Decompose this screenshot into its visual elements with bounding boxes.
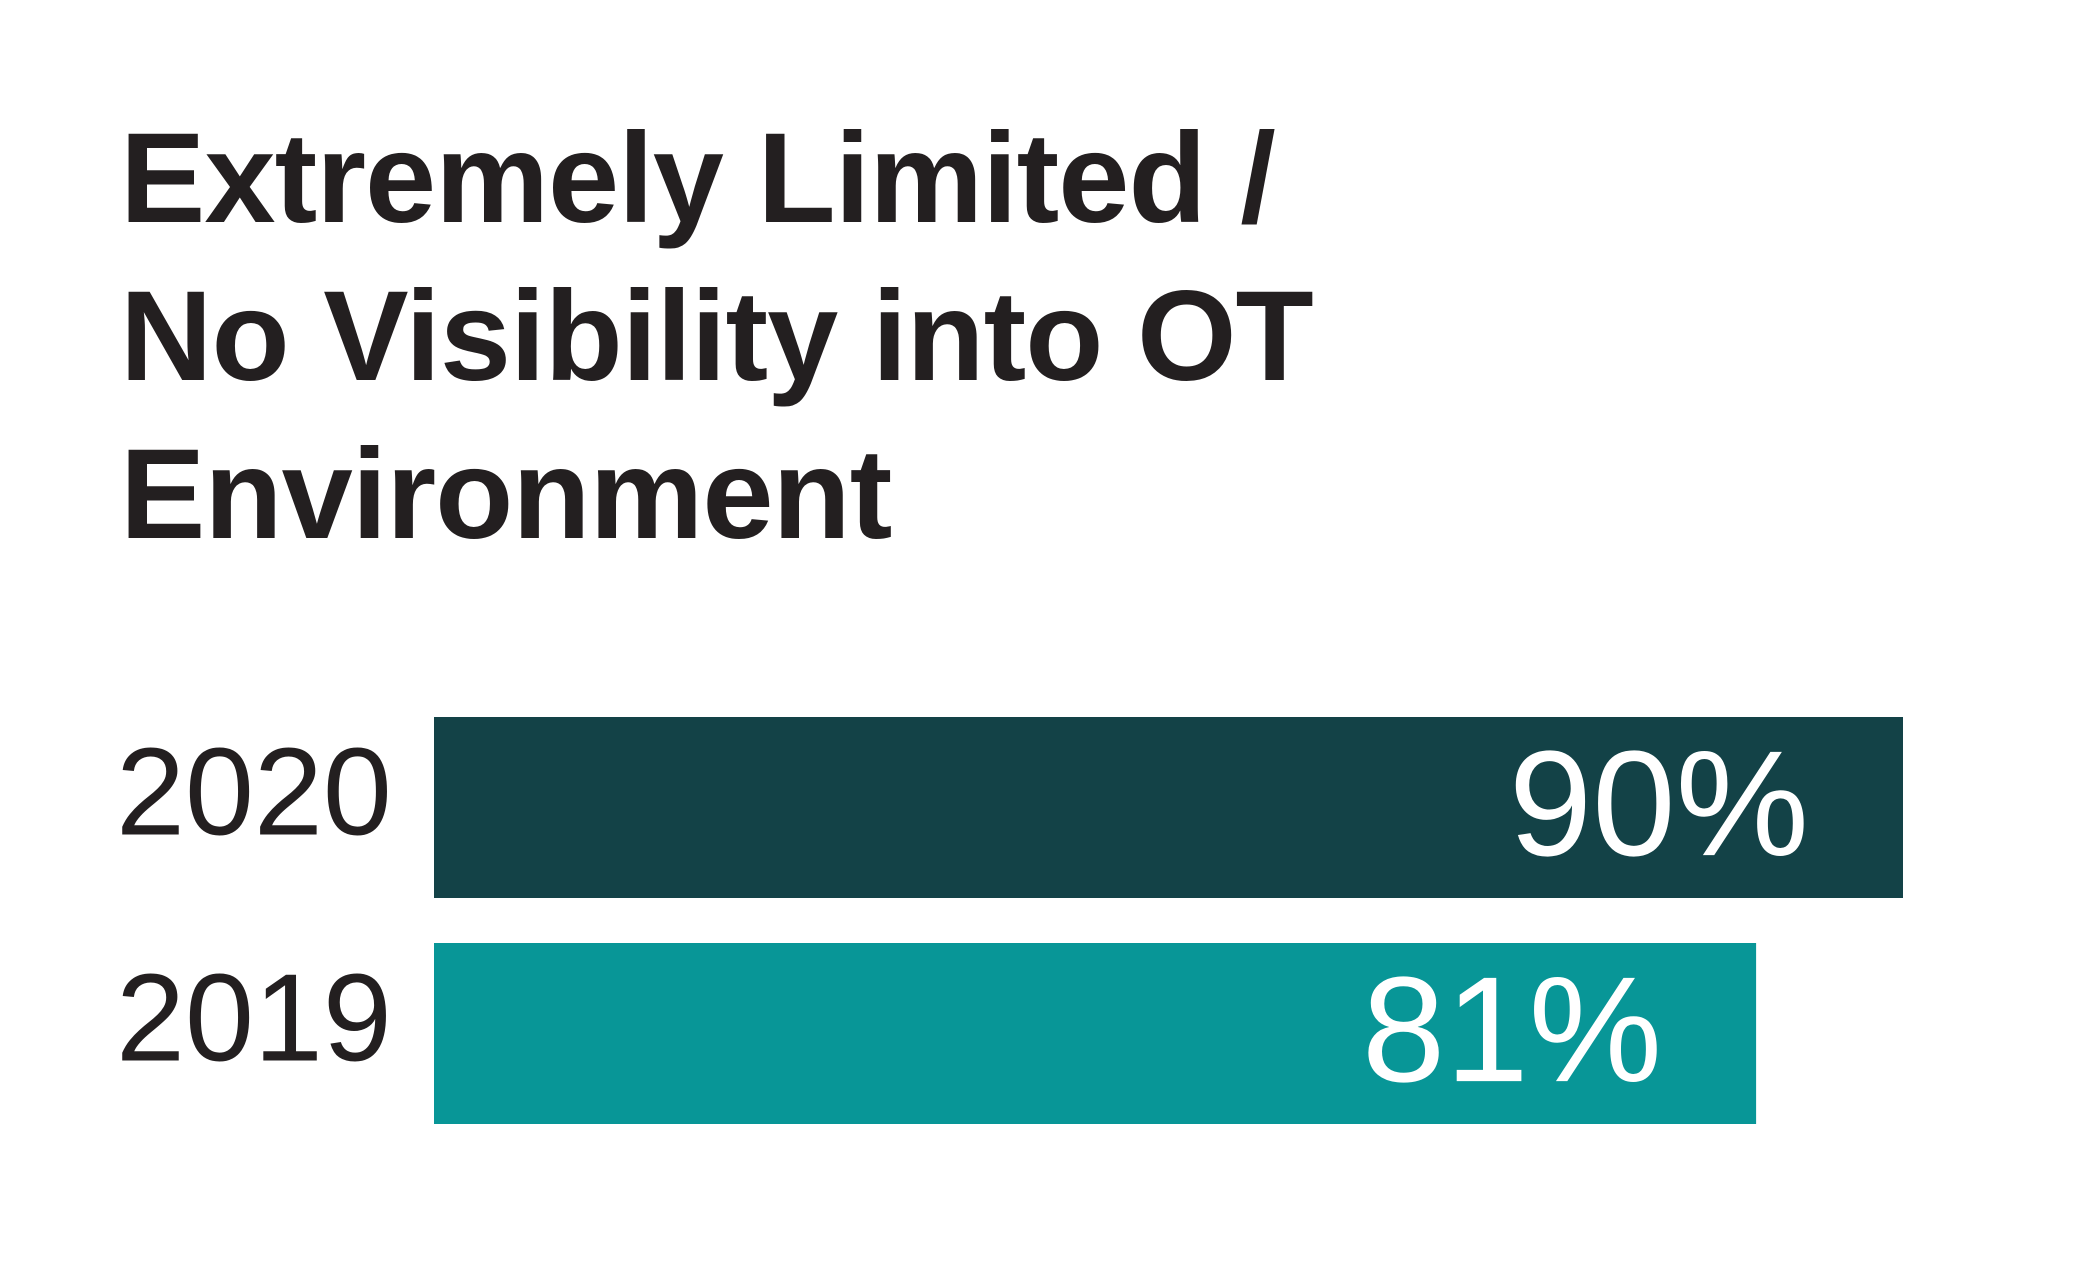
value-label: 81% [1362, 945, 1662, 1113]
bar [434, 943, 1757, 1124]
y-tick-label: 2019 [116, 949, 392, 1087]
chart-title: Extremely Limited / No Visibility into O… [120, 107, 1314, 566]
value-label: 90% [1509, 719, 1809, 887]
y-tick-label: 2020 [116, 723, 392, 861]
bar [434, 717, 1903, 898]
